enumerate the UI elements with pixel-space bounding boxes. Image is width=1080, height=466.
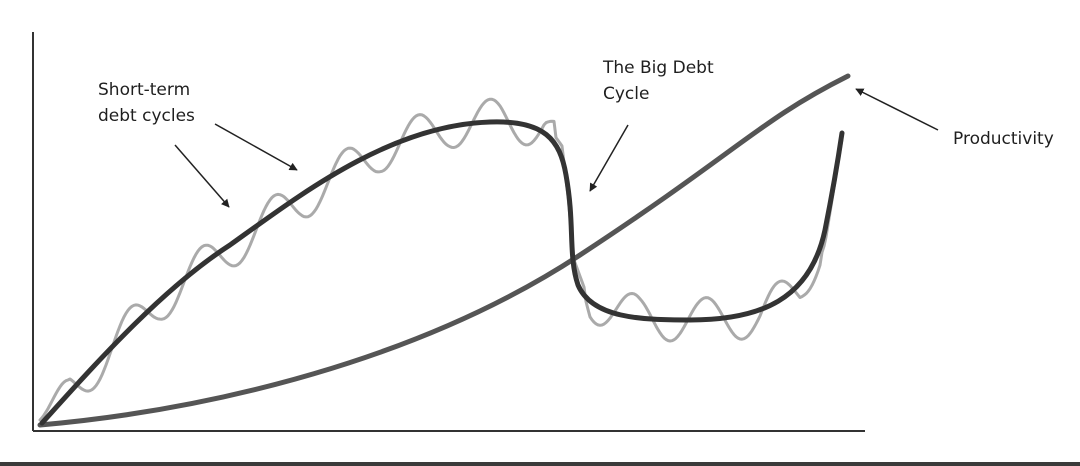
- big-debt-cycle-curve: [39, 119, 845, 426]
- short-term-label-line1: Short-term: [98, 80, 191, 100]
- big-debt-label-line1: The Big Debt: [603, 58, 714, 78]
- big-debt-arrow: [589, 124, 629, 192]
- big-debt-cycle-label: The Big Debt Cycle: [603, 55, 714, 107]
- productivity-label: Productivity: [953, 129, 1054, 149]
- short-term-debt-cycles-curve: [38, 97, 844, 422]
- productivity-curve: [37, 73, 851, 428]
- big-debt-label-line2: Cycle: [603, 84, 650, 104]
- short-term-debt-cycles-label: Short-term debt cycles: [98, 77, 195, 129]
- short-term-arrow-2: [214, 123, 298, 171]
- productivity-arrow: [855, 88, 939, 131]
- short-term-label-line2: debt cycles: [98, 106, 195, 126]
- short-term-arrow-1: [174, 144, 230, 208]
- bottom-border: [0, 462, 1080, 466]
